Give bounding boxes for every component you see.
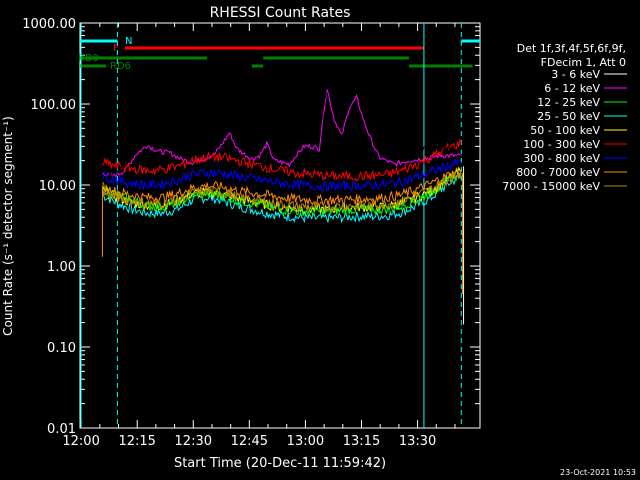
legend: Det 1f,3f,4f,5f,6f,9f,FDecim 1, Att 03 -… bbox=[502, 42, 627, 193]
state-bar-label: N bbox=[125, 36, 132, 47]
x-tick-label: 12:30 bbox=[175, 434, 212, 449]
y-tick-label: 100.00 bbox=[31, 98, 77, 113]
series-line bbox=[101, 159, 462, 193]
series-line bbox=[101, 84, 462, 176]
y-tick-label: 0.01 bbox=[47, 422, 76, 437]
x-tick-label: 12:00 bbox=[62, 434, 99, 449]
x-axis-label: Start Time (20-Dec-11 11:59:42) bbox=[174, 456, 386, 471]
legend-entry-label: 7000 - 15000 keV bbox=[502, 180, 600, 193]
legend-entry-label: 25 - 50 keV bbox=[537, 110, 600, 123]
state-bar-label: RD0 bbox=[78, 53, 99, 64]
x-tick-label: 12:15 bbox=[118, 434, 155, 449]
y-tick-labels: 0.01 0.10 1.00 10.00 100.00 1000.00 bbox=[22, 17, 76, 437]
legend-entry-label: 12 - 25 keV bbox=[537, 96, 600, 109]
vertical-markers bbox=[80, 23, 462, 428]
legend-entry-label: 6 - 12 keV bbox=[544, 82, 600, 95]
plot-frame bbox=[79, 22, 481, 429]
x-tick-labels: 12:00 12:15 12:30 12:45 13:00 13:15 13:30 bbox=[62, 434, 436, 449]
y-tick-label: 10.00 bbox=[39, 179, 76, 194]
state-bar-label: RD6 bbox=[110, 61, 131, 72]
series-line bbox=[101, 170, 462, 213]
legend-header-line: FDecim 1, Att 0 bbox=[541, 56, 626, 69]
footer-timestamp: 23-Oct-2021 10:53 bbox=[560, 468, 636, 477]
y-tick-label: 1.00 bbox=[47, 260, 76, 275]
y-axis-label: Count Rate (s⁻¹ detector segment⁻¹) bbox=[1, 116, 15, 336]
series-line bbox=[102, 137, 462, 182]
legend-entry-label: 3 - 6 keV bbox=[551, 68, 600, 81]
x-tick-label: 13:30 bbox=[399, 434, 436, 449]
legend-entry-label: 800 - 7000 keV bbox=[516, 166, 600, 179]
legend-header-line: Det 1f,3f,4f,5f,6f,9f, bbox=[517, 42, 626, 55]
series-line bbox=[101, 172, 462, 217]
x-tick-label: 13:15 bbox=[343, 434, 380, 449]
series-line bbox=[102, 168, 462, 206]
legend-entry-label: 100 - 300 keV bbox=[523, 138, 600, 151]
chart-title: RHESSI Count Rates bbox=[210, 5, 351, 21]
legend-entry-label: 50 - 100 keV bbox=[530, 124, 600, 137]
x-tick-label: 13:00 bbox=[287, 434, 324, 449]
state-bars: NF RD0 RD6 bbox=[78, 36, 480, 72]
x-tick-label: 12:45 bbox=[231, 434, 268, 449]
y-tick-label: 1000.00 bbox=[22, 17, 76, 32]
y-tick-label: 0.10 bbox=[47, 341, 76, 356]
state-bar-label: F bbox=[113, 43, 119, 54]
series-lines bbox=[101, 84, 465, 325]
series-line bbox=[102, 88, 462, 178]
series-line bbox=[101, 166, 462, 215]
legend-entry-label: 300 - 800 keV bbox=[523, 152, 600, 165]
axis-ticks bbox=[80, 22, 480, 429]
